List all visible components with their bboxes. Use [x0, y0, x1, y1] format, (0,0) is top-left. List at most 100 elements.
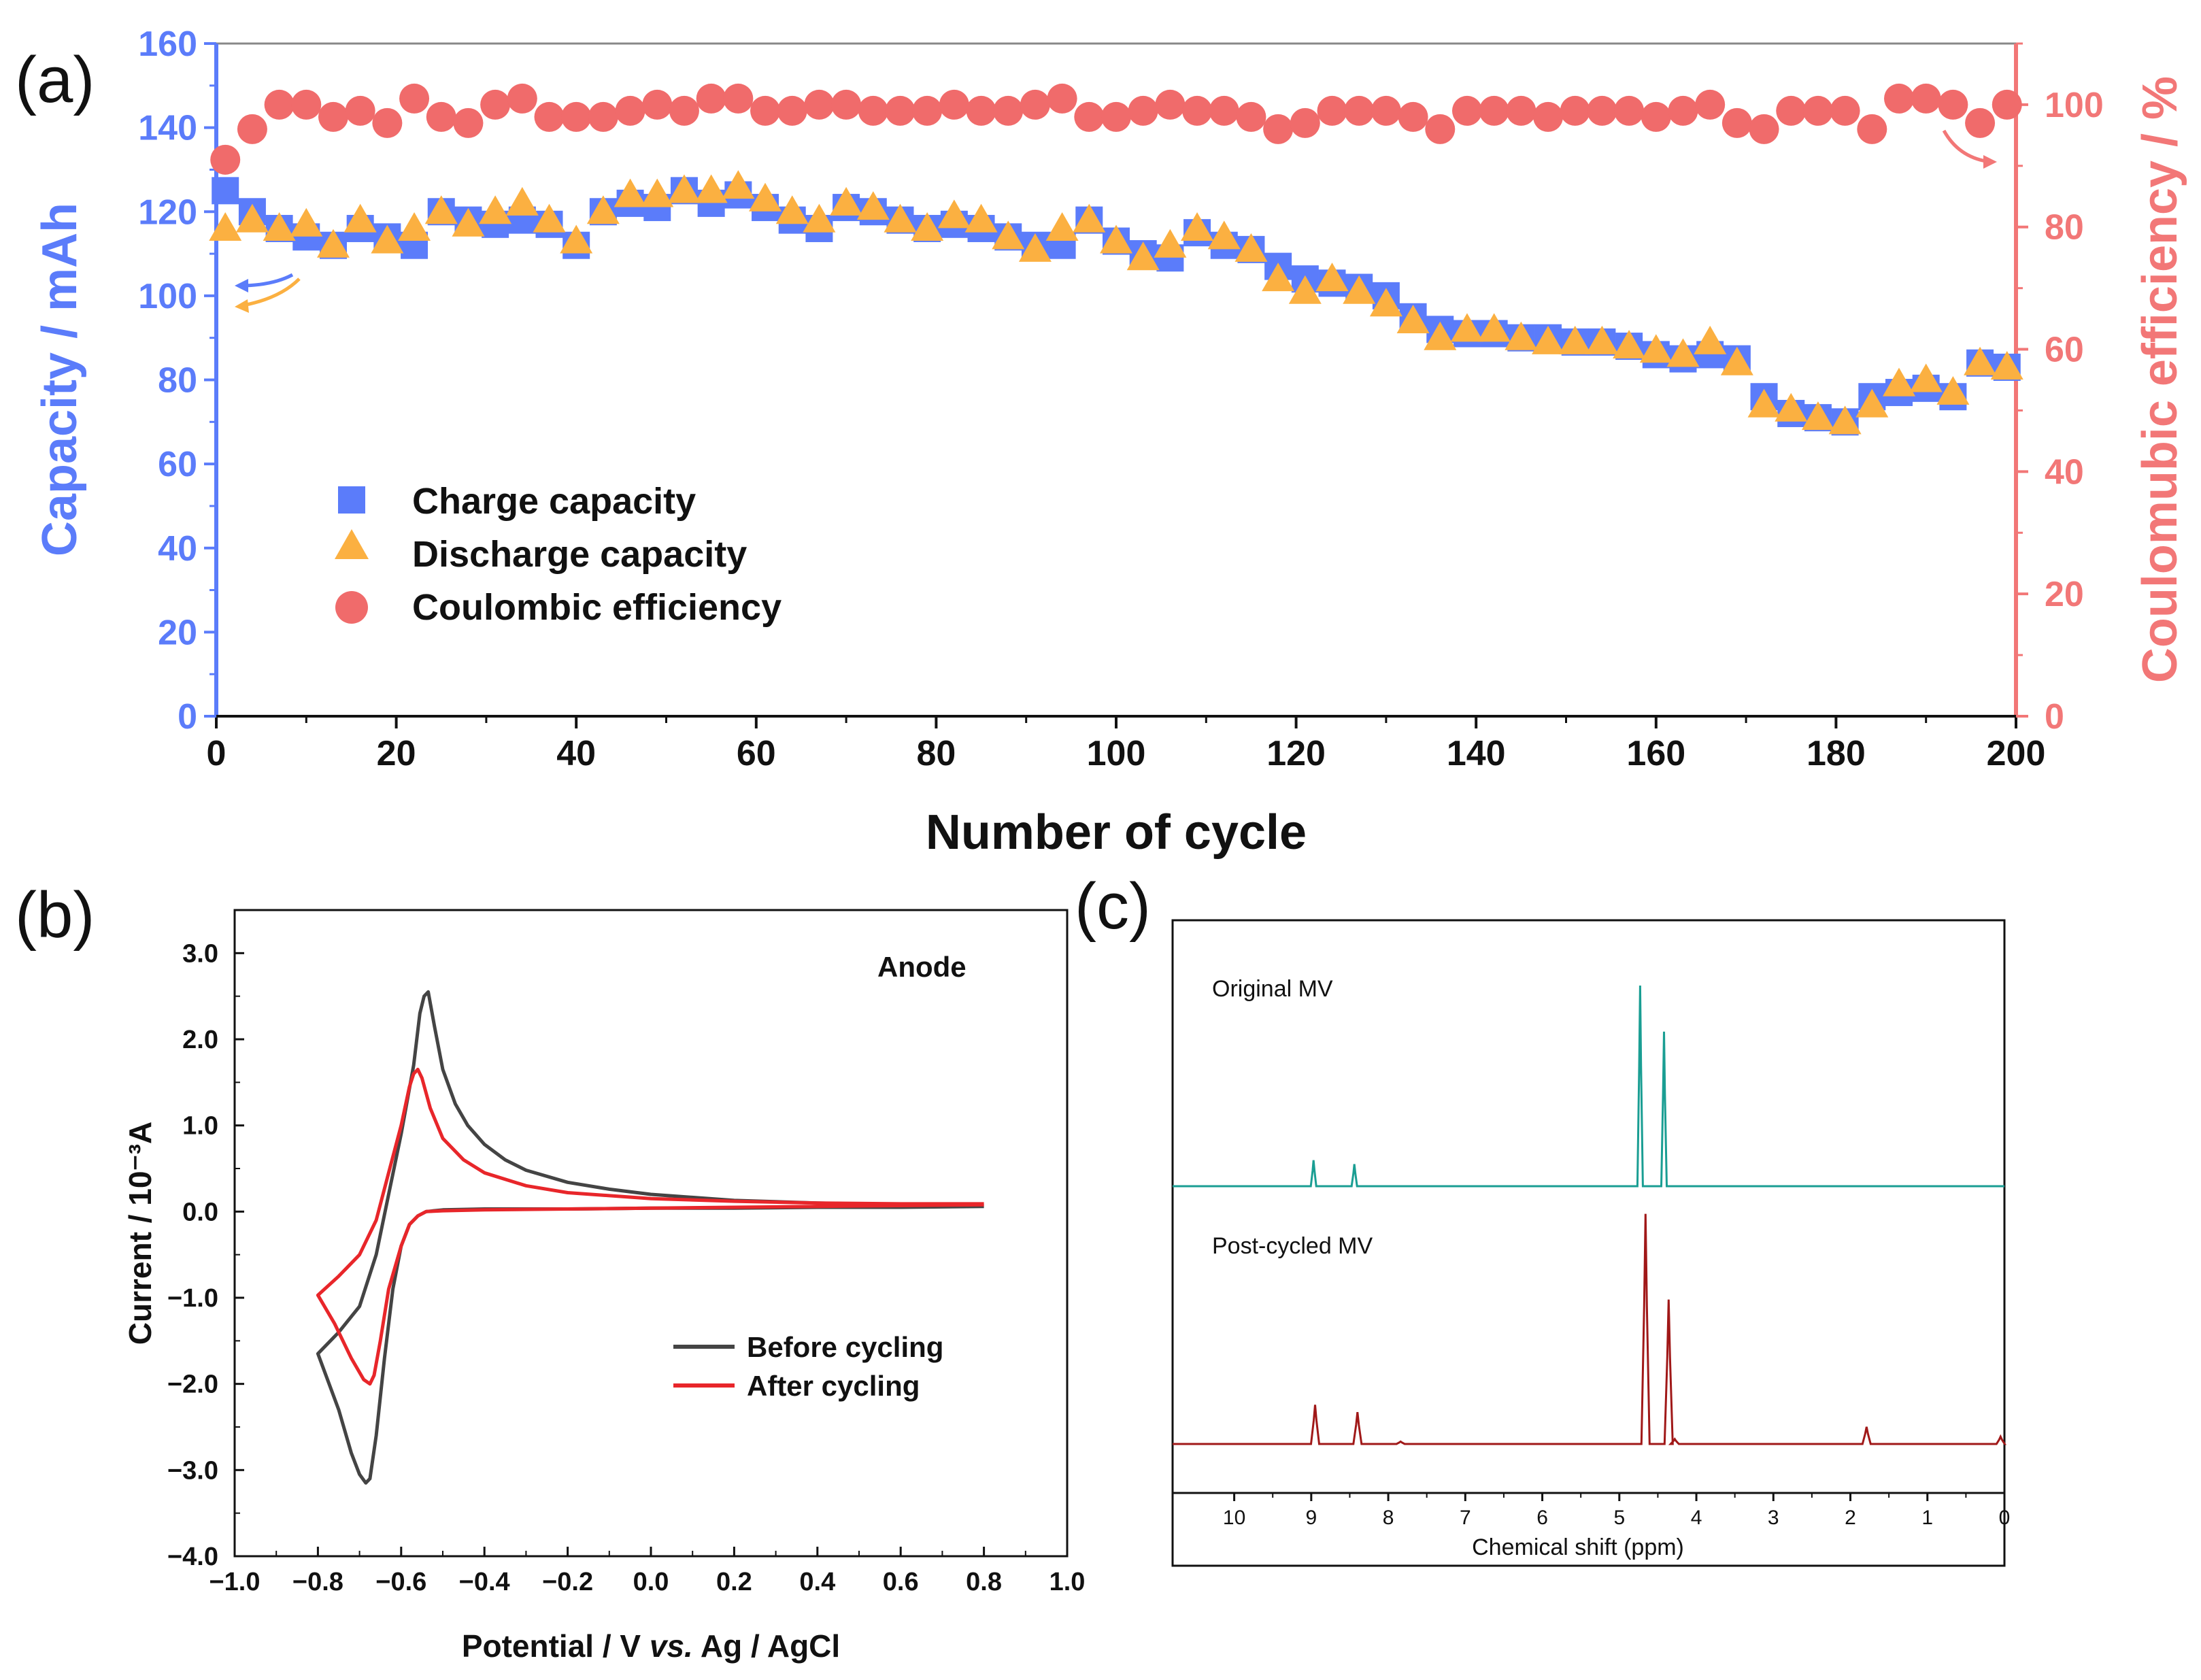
panel-a-right-axis-title: Coulomubic efficiency / % [2133, 76, 2187, 683]
efficiency-point [561, 101, 592, 132]
discharge-point [1396, 304, 1430, 333]
discharge-point [722, 170, 755, 199]
c-x-tick-label: 1 [1921, 1507, 1933, 1529]
a-x-tick-label: 40 [556, 734, 596, 773]
a-x-tick-label: 60 [737, 734, 776, 773]
legend-discharge-marker [335, 529, 369, 559]
efficiency-point [1830, 95, 1860, 126]
efficiency-point [291, 89, 322, 120]
discharge-point [1154, 229, 1187, 258]
a-left-tick-label: 120 [138, 192, 197, 232]
efficiency-point [1155, 89, 1186, 120]
a-x-tick-label: 120 [1266, 734, 1326, 773]
discharge-point [884, 203, 917, 233]
legend-after-label: After cycling [747, 1370, 920, 1402]
discharge-point [1477, 313, 1511, 342]
discharge-point [343, 203, 377, 233]
efficiency-point [966, 95, 996, 126]
efficiency-point [1641, 101, 1671, 132]
b-y-tick-label: 3.0 [182, 939, 218, 968]
discharge-point [424, 195, 458, 224]
discharge-point [1909, 363, 1943, 392]
discharge-point [749, 182, 782, 212]
discharge-point [1288, 275, 1322, 304]
panel-a-left-axis-title: Capacity / mAh [33, 203, 87, 556]
a-x-tick-label: 100 [1087, 734, 1146, 773]
panel-a-cycling-chart: 0 20 40 60 80 100 120 140 160 180 200 020406080100… [33, 24, 2187, 860]
discharge-point [505, 186, 539, 216]
efficiency-point [1451, 95, 1482, 126]
efficiency-point [507, 83, 537, 114]
b-y-tick-label: 2.0 [182, 1026, 218, 1054]
efficiency-point [1749, 114, 1779, 144]
b-x-tick-label: −1.0 [209, 1568, 260, 1596]
efficiency-point [1911, 83, 1941, 114]
a-right-tick-label: 100 [2045, 86, 2104, 125]
after-cycling-curve [316, 1067, 984, 1386]
efficiency-point [831, 89, 862, 120]
b-x-tick-label: −0.6 [375, 1568, 426, 1596]
efficiency-point [1668, 95, 1698, 126]
discharge-point [1801, 401, 1834, 431]
discharge-point [1505, 321, 1538, 350]
discharge-point [1639, 334, 1673, 363]
discharge-point [694, 174, 728, 203]
discharge-point [398, 212, 431, 241]
discharge-point [1585, 325, 1619, 354]
original-mv-spectrum [1173, 985, 2004, 1188]
efficiency-point [1614, 95, 1645, 126]
a-x-tick-label: 180 [1807, 734, 1866, 773]
b-y-tick-label: −1.0 [167, 1284, 218, 1313]
efficiency-point [1938, 89, 1968, 120]
discharge-point [1694, 325, 1727, 354]
c-x-tick-label: 2 [1845, 1507, 1856, 1529]
b-x-tick-label: 0.8 [966, 1568, 1002, 1596]
discharge-point [1855, 388, 1889, 418]
c-x-tick-label: 9 [1305, 1507, 1317, 1529]
discharge-point [1424, 321, 1457, 350]
panel-b-plot-frame [233, 909, 1069, 1558]
a-x-tick-label: 140 [1447, 734, 1506, 773]
panel-b-y-axis-title: Current / 10⁻³A [122, 1122, 158, 1345]
discharge-point [235, 203, 269, 233]
efficiency-point [1047, 83, 1077, 114]
discharge-point [1775, 392, 1808, 422]
efficiency-point [1721, 107, 1752, 138]
a-x-tick-label: 20 [377, 734, 416, 773]
efficiency-point [1479, 95, 1509, 126]
charge-point [212, 177, 239, 205]
discharge-point [1450, 313, 1483, 342]
discharge-point [452, 207, 485, 237]
efficiency-point [1884, 83, 1915, 114]
legend-efficiency-marker [335, 591, 368, 624]
b-x-tick-label: −0.2 [542, 1568, 593, 1596]
a-right-tick-label: 0 [2045, 697, 2064, 737]
legend-charge-label: Charge capacity [412, 481, 696, 522]
b-y-tick-label: −2.0 [167, 1371, 218, 1399]
discharge-point [1181, 212, 1214, 241]
panel-a-x-axis-title: Number of cycle [926, 805, 1307, 860]
discharge-point [586, 195, 620, 224]
efficiency-point [1020, 89, 1050, 120]
efficiency-point [480, 89, 511, 120]
efficiency-point [1236, 101, 1266, 132]
discharge-point [856, 191, 890, 220]
efficiency-point [1965, 107, 1996, 138]
a-left-tick-label: 160 [138, 24, 197, 64]
efficiency-point [885, 95, 915, 126]
discharge-point [1343, 275, 1376, 304]
discharge-point [1990, 350, 2023, 380]
discharge-point [1315, 263, 1349, 292]
discharge-point [263, 212, 296, 241]
discharge-point [316, 229, 350, 258]
a-x-tick-label: 200 [1987, 734, 2046, 773]
efficiency-point [804, 89, 835, 120]
b-x-tick-label: 0.4 [799, 1568, 835, 1596]
a-right-tick-label: 20 [2045, 575, 2084, 614]
efficiency-point [1101, 101, 1131, 132]
efficiency-point [1344, 95, 1375, 126]
a-x-tick-label: 0 [207, 734, 226, 773]
discharge-point [803, 203, 836, 233]
discharge-point [830, 186, 863, 216]
